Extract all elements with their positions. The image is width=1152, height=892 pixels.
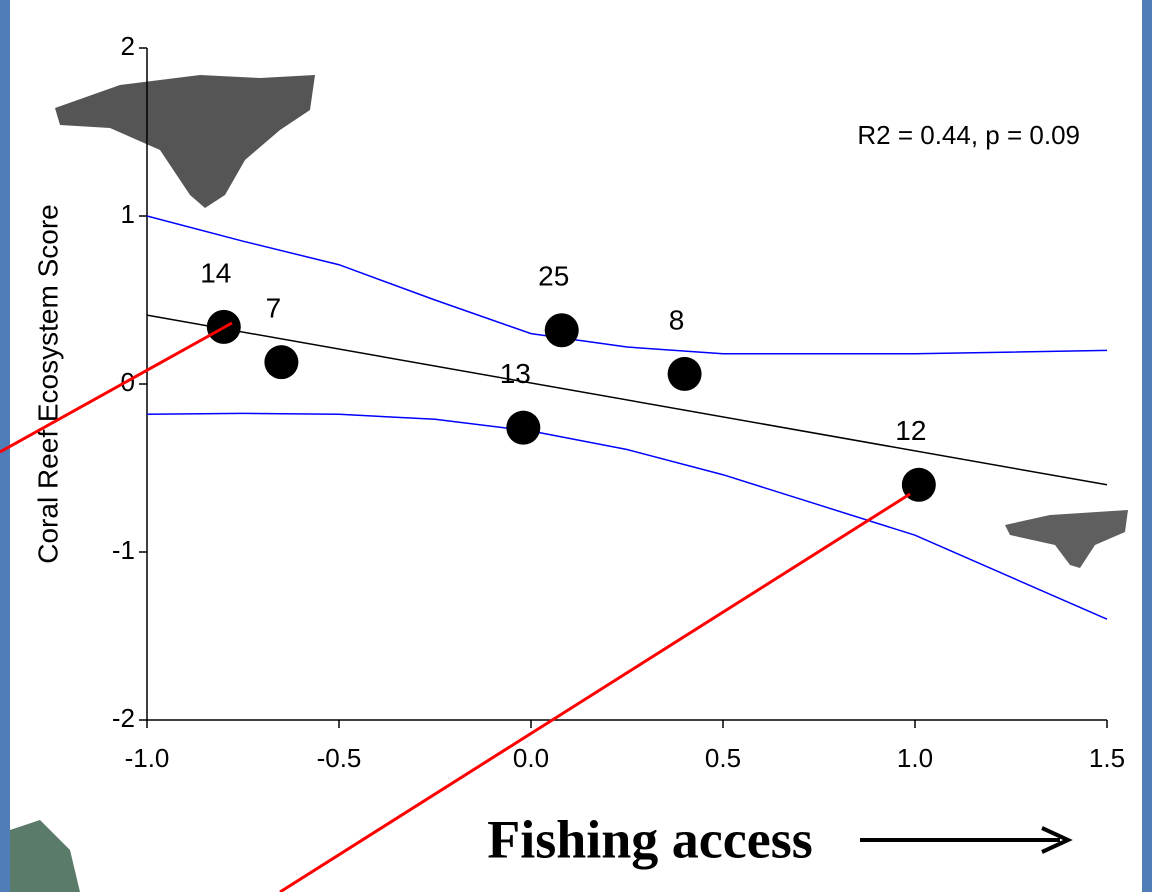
point — [545, 313, 579, 347]
point-label: 8 — [669, 304, 685, 335]
point-label: 12 — [895, 415, 926, 446]
point — [506, 411, 540, 445]
point-label: 14 — [200, 257, 231, 288]
slide: Coral Reef Ecosystem Score R2 = 0.44, p … — [0, 0, 1152, 892]
x-tick-label: 1.0 — [897, 743, 933, 773]
point — [668, 357, 702, 391]
point-label: 7 — [266, 293, 282, 324]
y-axis-title: Coral Reef Ecosystem Score — [32, 204, 63, 563]
x-tick-label: 0.0 — [513, 743, 549, 773]
point-label: 25 — [538, 261, 569, 292]
y-tick-label: -1 — [112, 535, 135, 565]
x-tick-label: 0.5 — [705, 743, 741, 773]
x-tick-label: -0.5 — [317, 743, 362, 773]
y-tick-label: 1 — [121, 199, 135, 229]
x-axis-title: Fishing access — [487, 809, 813, 869]
x-tick-label: -1.0 — [125, 743, 170, 773]
point-label: 13 — [500, 358, 531, 389]
y-tick-label: 2 — [121, 31, 135, 61]
point — [264, 345, 298, 379]
x-tick-label: 1.5 — [1089, 743, 1125, 773]
annotation: R2 = 0.44, p = 0.09 — [857, 120, 1080, 150]
y-tick-label: -2 — [112, 703, 135, 733]
